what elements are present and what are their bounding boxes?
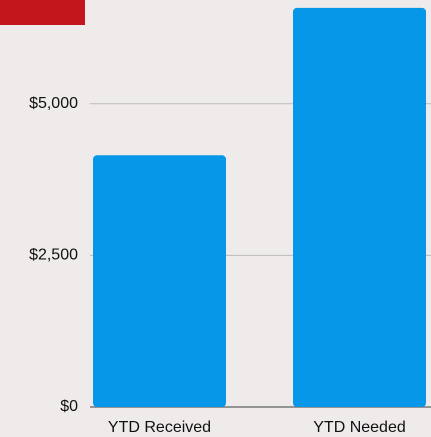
y-tick-label: $0 <box>60 398 78 415</box>
bar <box>93 155 226 407</box>
header-tab <box>0 0 85 25</box>
bar <box>293 7 426 407</box>
x-tick-label: YTD Needed <box>313 419 406 436</box>
x-tick-label: YTD Received <box>108 419 211 436</box>
y-tick-label: $5,000 <box>29 95 78 112</box>
y-tick-label: $2,500 <box>29 247 78 264</box>
